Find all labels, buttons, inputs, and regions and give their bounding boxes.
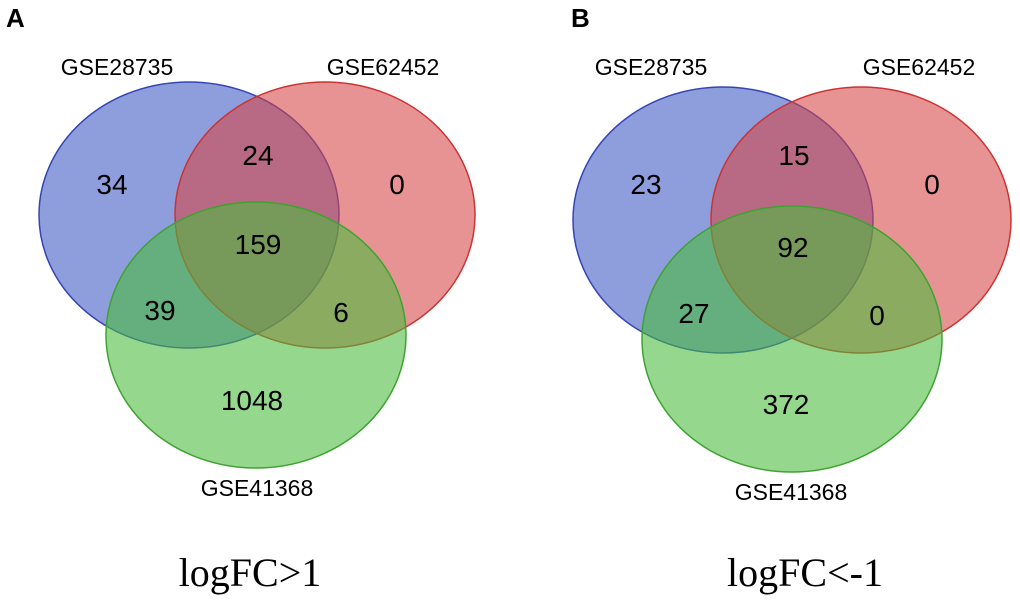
panel-b-count-green-only: 372	[763, 389, 810, 420]
panel-a-caption: logFC>1	[179, 550, 322, 595]
panel-b-caption: logFC<-1	[727, 550, 883, 595]
panel-a-count-green-only: 1048	[221, 385, 283, 416]
panel-b-count-blue-only: 23	[630, 169, 661, 200]
panel-a-set-label-gse41368: GSE41368	[201, 475, 314, 501]
panel-b-count-blue-red: 15	[778, 140, 809, 171]
panel-a-count-red-green: 6	[333, 297, 349, 328]
panel-a-count-blue-green: 39	[144, 295, 175, 326]
venn-panel-a: A GSE28735 GSE62452 GSE41368 34 24 0 159…	[6, 3, 476, 595]
panel-a-count-blue-red: 24	[242, 140, 273, 171]
panel-b-letter: B	[571, 3, 590, 33]
panel-b-count-red-green: 0	[869, 300, 885, 331]
panel-a-count-blue-only: 34	[96, 169, 127, 200]
panel-b-count-all-three: 92	[777, 232, 808, 263]
panel-b-set-label-gse62452: GSE62452	[863, 54, 976, 80]
panel-b-set-green-circle	[641, 205, 943, 473]
panel-a-count-red-only: 0	[389, 169, 405, 200]
panel-a-count-all-three: 159	[235, 229, 282, 260]
panel-b-set-label-gse28735: GSE28735	[595, 54, 708, 80]
venn-panel-b: B GSE28735 GSE62452 GSE41368 23 15 0 92 …	[571, 3, 1012, 595]
panel-b-count-red-only: 0	[924, 169, 940, 200]
panel-a-set-label-gse28735: GSE28735	[61, 54, 174, 80]
panel-a-set-green-circle	[105, 201, 407, 469]
panel-b-count-blue-green: 27	[678, 298, 709, 329]
panel-a-letter: A	[6, 3, 25, 33]
panel-a-set-label-gse62452: GSE62452	[327, 54, 440, 80]
panel-b-set-label-gse41368: GSE41368	[735, 479, 848, 505]
